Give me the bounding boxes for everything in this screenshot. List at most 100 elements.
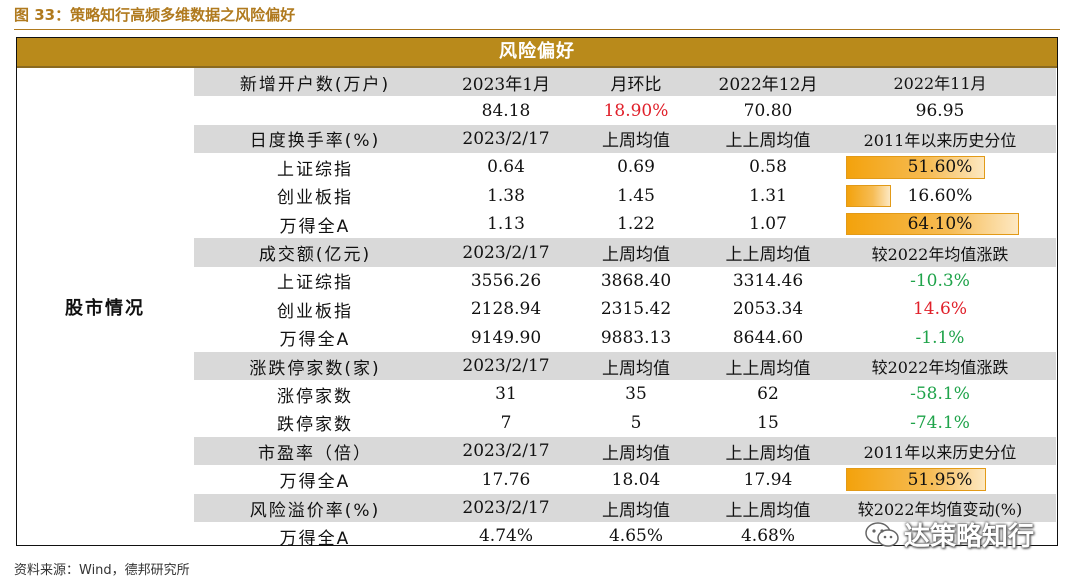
cell-col-prev: 上周均值 xyxy=(576,238,696,266)
cell-col-latest: 17.76 xyxy=(436,465,576,493)
cell-text: 上周均值 xyxy=(602,245,670,266)
cell-text: 月环比 xyxy=(610,74,662,95)
cell-text: 9149.90 xyxy=(470,327,542,348)
cell-text: 2023/2/17 xyxy=(462,356,550,377)
cell-text: 2128.94 xyxy=(470,299,542,320)
cell-text: 31 xyxy=(495,384,517,405)
cell-col-prev2: 1.31 xyxy=(696,182,840,210)
cell-text: 成交额(亿元) xyxy=(258,245,372,266)
cell-col-compare: 96.95 xyxy=(840,96,1040,124)
cell-col-prev2: 上上周均值 xyxy=(696,352,840,380)
cell-text: 1.31 xyxy=(749,185,787,206)
cell-col-latest: 3556.26 xyxy=(436,267,576,295)
cell-col-latest: 9149.90 xyxy=(436,324,576,352)
table-row: 万得全A 17.76 18.04 17.94 51.95% xyxy=(194,465,1056,493)
cell-text: 51.95% xyxy=(907,469,973,490)
cell-col-compare: -1.1% xyxy=(840,324,1040,352)
cell-text: 2023/2/17 xyxy=(462,441,550,462)
cell-col-prev2: 2022年12月 xyxy=(696,68,840,96)
cell-col-latest: 2128.94 xyxy=(436,295,576,323)
cell-row-label: 上证综指 xyxy=(194,267,436,295)
cell-text: 4.65% xyxy=(608,526,663,547)
cell-text: 上周均值 xyxy=(602,443,670,464)
cell-text: 7 xyxy=(500,412,512,433)
cell-text: 3556.26 xyxy=(470,270,542,291)
cell-text: 万得全A xyxy=(279,330,351,351)
cell-col-compare: 14.6% xyxy=(840,295,1040,323)
table-row: 万得全A 4.74% 4.65% 4.68% xyxy=(194,522,1056,550)
cell-text: 上上周均值 xyxy=(725,500,811,521)
cell-col-prev2: 15 xyxy=(696,409,840,437)
cell-col-prev2: 62 xyxy=(696,380,840,408)
cell-text: 17.76 xyxy=(481,469,531,490)
cell-col-prev: 上周均值 xyxy=(576,494,696,522)
cell-text: 9883.13 xyxy=(600,327,672,348)
title-divider xyxy=(14,29,1060,30)
cell-col-prev2: 4.68% xyxy=(696,522,840,550)
table-header-row: 新增开户数(万户) 2023年1月 月环比 2022年12月 2022年11月 xyxy=(194,68,1056,97)
cell-row-label: 市盈率（倍） xyxy=(194,437,436,465)
cell-col-prev: 4.65% xyxy=(576,522,696,550)
cell-row-label: 成交额(亿元) xyxy=(194,238,436,266)
section-label: 股市情况 xyxy=(65,297,145,319)
watermark: 达策略知行 xyxy=(864,516,1034,553)
cell-row-label: 上证综指 xyxy=(194,153,436,181)
cell-col-compare: 2011年以来历史分位 xyxy=(840,437,1040,465)
cell-row-label: 涨跌停家数(家) xyxy=(194,352,436,380)
cell-text: 96.95 xyxy=(915,100,965,121)
cell-col-prev2: 8644.60 xyxy=(696,324,840,352)
cell-col-compare: -10.3% xyxy=(840,267,1040,295)
table-header-row: 市盈率（倍） 2023/2/17 上周均值 上上周均值 2011年以来历史分位 xyxy=(194,437,1056,466)
cell-text: 万得全A xyxy=(279,528,351,549)
cell-text: 上证综指 xyxy=(277,159,353,180)
cell-row-label xyxy=(194,96,436,124)
cell-row-label: 万得全A xyxy=(194,210,436,238)
cell-text: 创业板指 xyxy=(277,188,353,209)
percentile-bar xyxy=(846,184,891,207)
cell-text: 上证综指 xyxy=(277,273,353,294)
cell-col-prev: 1.22 xyxy=(576,210,696,238)
table-row: 创业板指 1.38 1.45 1.31 16.60% xyxy=(194,182,1056,210)
cell-col-compare: 较2022年均值涨跌 xyxy=(840,238,1040,266)
cell-col-prev2: 70.80 xyxy=(696,96,840,124)
cell-col-latest: 2023/2/17 xyxy=(436,352,576,380)
cell-col-latest: 2023/2/17 xyxy=(436,494,576,522)
cell-text: 风险溢价率(%) xyxy=(249,500,381,521)
table-banner: 风险偏好 xyxy=(17,38,1057,68)
cell-text: 84.18 xyxy=(481,100,531,121)
cell-text: 0.64 xyxy=(487,157,525,178)
cell-row-label: 创业板指 xyxy=(194,295,436,323)
cell-text: 5 xyxy=(630,412,642,433)
cell-text: -1.1% xyxy=(915,327,965,348)
risk-appetite-table: 风险偏好 股市情况 新增开户数(万户) 2023年1月 月环比 2022年12月 202… xyxy=(16,37,1058,549)
cell-row-label: 风险溢价率(%) xyxy=(194,494,436,522)
table-row: 万得全A 9149.90 9883.13 8644.60 -1.1% xyxy=(194,324,1056,352)
cell-col-prev: 5 xyxy=(576,409,696,437)
cell-text: 上上周均值 xyxy=(725,245,811,266)
cell-text: 万得全A xyxy=(279,472,351,493)
cell-col-compare: 16.60% xyxy=(840,182,1040,210)
cell-text: 2011年以来历史分位 xyxy=(863,443,1017,463)
cell-col-prev2: 上上周均值 xyxy=(696,437,840,465)
cell-text: 1.38 xyxy=(487,185,525,206)
cell-col-latest: 84.18 xyxy=(436,96,576,124)
cell-col-compare: 较2022年均值涨跌 xyxy=(840,352,1040,380)
cell-text: 较2022年均值涨跌 xyxy=(871,358,1009,378)
cell-col-compare: -74.1% xyxy=(840,409,1040,437)
cell-text: 2011年以来历史分位 xyxy=(863,130,1017,150)
cell-col-prev2: 2053.34 xyxy=(696,295,840,323)
cell-text: 0.58 xyxy=(749,157,787,178)
table-row: 创业板指 2128.94 2315.42 2053.34 14.6% xyxy=(194,295,1056,323)
cell-row-label: 万得全A xyxy=(194,324,436,352)
table-row: 涨停家数 31 35 62 -58.1% xyxy=(194,380,1056,408)
cell-text: 2315.42 xyxy=(600,299,672,320)
cell-text: 8644.60 xyxy=(732,327,804,348)
cell-col-prev: 3868.40 xyxy=(576,267,696,295)
cell-text: 3868.40 xyxy=(600,270,672,291)
table-header-row: 日度换手率(%) 2023/2/17 上周均值 上上周均值 2011年以来历史分位 xyxy=(194,124,1056,154)
cell-col-prev: 上周均值 xyxy=(576,437,696,465)
cell-text: 62 xyxy=(757,384,779,405)
cell-text: 上上周均值 xyxy=(725,443,811,464)
cell-text: 较2022年均值变动(%) xyxy=(857,500,1023,520)
cell-text: 2053.34 xyxy=(732,299,804,320)
